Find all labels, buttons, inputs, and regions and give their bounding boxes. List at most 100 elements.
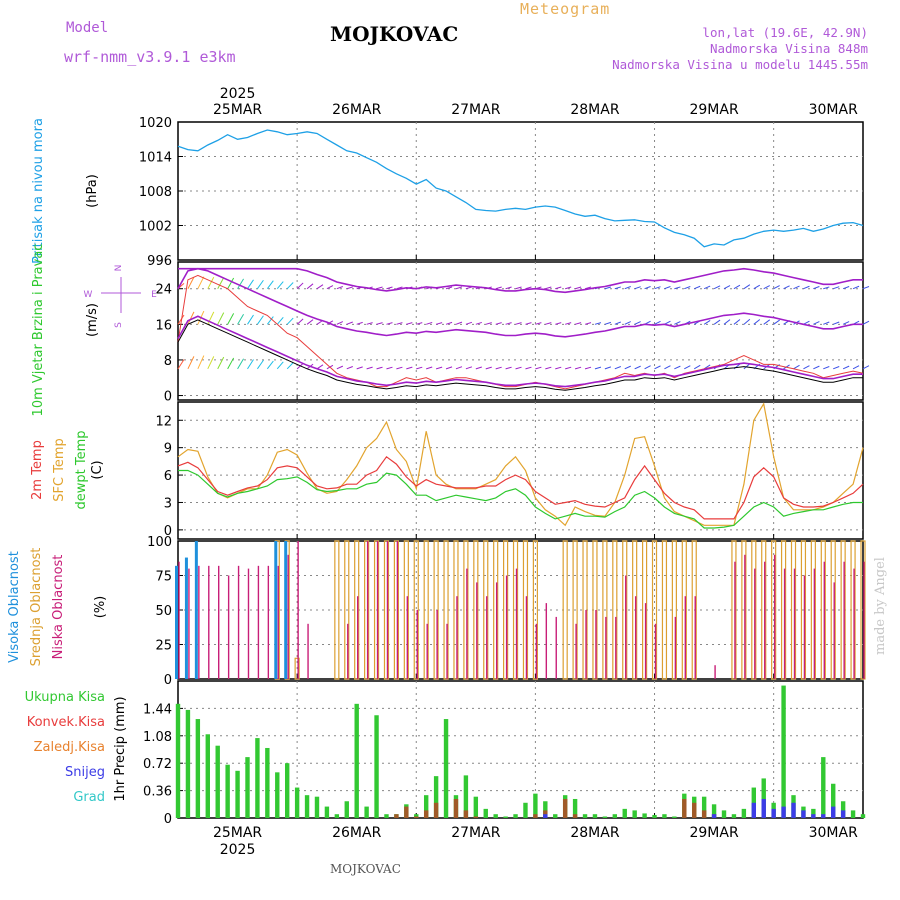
- wind-barb: [842, 286, 850, 290]
- pressure-ytick-label: 996: [147, 254, 172, 269]
- wind-barb: [416, 366, 423, 370]
- precip-total-bar: [304, 795, 310, 818]
- precip-ytick-label: 0.72: [143, 757, 172, 772]
- wind-barb: [574, 322, 582, 325]
- year-label-top: 2025: [220, 86, 256, 102]
- wind-barb: [376, 366, 383, 370]
- mid-cloud-bar: [840, 540, 846, 680]
- mid-cloud-bar: [364, 540, 370, 680]
- wind-barb: [713, 285, 721, 290]
- precip-snow-bar: [821, 814, 826, 818]
- precip-total-bar: [324, 806, 330, 818]
- mid-cloud-bar: [423, 540, 429, 680]
- wind-barb: [614, 321, 621, 325]
- wind-barb: [276, 361, 284, 370]
- wind-barb: [485, 322, 492, 325]
- wind-barb: [455, 286, 463, 290]
- wind-barb: [545, 286, 552, 290]
- precip-total-bar: [711, 804, 717, 818]
- compass-east-label: E: [151, 290, 157, 300]
- mid-cloud-bar: [810, 540, 816, 680]
- precip-total-bar: [652, 814, 657, 818]
- wind-barb: [783, 285, 790, 290]
- wind-barb: [475, 366, 482, 370]
- precip-convective-bar: [414, 816, 419, 818]
- mid-cloud-bar: [681, 540, 687, 680]
- wind-barb: [763, 285, 770, 290]
- wind-barb: [852, 365, 860, 370]
- wind-barb: [495, 322, 502, 325]
- wind-barb: [336, 365, 344, 370]
- precip-total-bar: [612, 814, 618, 818]
- wind-barb: [634, 365, 641, 370]
- precip-convective-bar: [572, 814, 578, 818]
- mid-cloud-bar: [661, 540, 668, 680]
- precip-total-bar: [761, 778, 766, 818]
- high-cloud-bar: [284, 541, 288, 679]
- precip-total-bar: [642, 813, 647, 818]
- mid-cloud-bar: [741, 540, 747, 680]
- wind-barb: [316, 364, 324, 370]
- wind-barb: [237, 313, 244, 325]
- model-elevation: Nadmorska Visina u modelu 1445.55m: [612, 57, 868, 72]
- station-elevation: Nadmorska Visina 848m: [709, 41, 868, 56]
- day-label-top: 28MAR: [570, 102, 619, 118]
- mid-cloud-bar: [860, 540, 866, 680]
- wind-barb: [187, 356, 195, 370]
- wind-barb: [833, 366, 840, 370]
- wind-panel-frame: [177, 261, 864, 401]
- mid-cloud-bar: [582, 540, 588, 680]
- wind-barb: [505, 366, 512, 370]
- sfc-temp-line: [177, 402, 864, 527]
- wind-barb: [366, 322, 373, 325]
- temperature-ytick-label: 6: [164, 469, 172, 484]
- wind-barb: [475, 321, 482, 325]
- precip-snow-bar: [781, 806, 786, 818]
- mid-cloud-bar: [572, 540, 578, 680]
- wind-barb: [694, 285, 701, 290]
- pressure-ytick-label: 1002: [139, 220, 172, 235]
- wind-barb: [266, 360, 274, 370]
- mid-cloud-bar: [453, 540, 459, 680]
- mid-cloud-bar: [622, 540, 628, 680]
- precip-total-bar: [245, 757, 250, 818]
- wind-barb: [227, 313, 235, 325]
- wind-barb: [336, 286, 344, 290]
- wind-barb: [445, 321, 453, 325]
- wind-barb: [565, 322, 572, 325]
- wind-barb: [435, 322, 443, 325]
- wind-barb: [664, 286, 671, 290]
- wind-barb: [614, 366, 621, 370]
- wind-barb: [376, 322, 383, 325]
- wind-ytick-label: 8: [164, 354, 172, 369]
- dewpt-axis-label: dewpt Temp: [74, 430, 89, 509]
- wind-ytick-label: 24: [155, 283, 172, 298]
- precip-total-bar: [622, 808, 627, 818]
- wind-barb: [654, 320, 661, 325]
- cloud-ytick-label: 75: [155, 570, 172, 585]
- wind-barb: [624, 286, 631, 290]
- wind-barb: [753, 284, 761, 290]
- precip-total-bar: [483, 808, 488, 818]
- wind-barb: [565, 286, 572, 290]
- compass-south-label: S: [114, 322, 124, 328]
- wind-barb: [644, 286, 651, 290]
- temperature-ytick-label: 3: [164, 496, 172, 511]
- mid-cloud-bar: [433, 540, 439, 680]
- wind-barb: [465, 321, 473, 325]
- wind-axis-title: 10m Vjetar Brzina i Pravac: [31, 244, 46, 417]
- day-label-bottom: 25MAR: [213, 825, 262, 841]
- precip-snow-bar: [761, 798, 766, 818]
- precip-convective-bar: [473, 816, 479, 818]
- day-label-bottom: 26MAR: [332, 825, 381, 841]
- wind-barb: [237, 278, 244, 289]
- precip-total-bar: [294, 787, 300, 818]
- temperature-ytick-label: 12: [155, 414, 172, 429]
- wind-barb: [693, 364, 701, 370]
- precip-total-bar: [672, 816, 677, 818]
- cloud-ytick-label: 100: [147, 535, 172, 550]
- model-name: wrf-nmm_v3.9.1 e3km: [64, 48, 236, 66]
- mid-cloud-bar: [691, 540, 697, 680]
- precip-snow-bar: [543, 814, 548, 818]
